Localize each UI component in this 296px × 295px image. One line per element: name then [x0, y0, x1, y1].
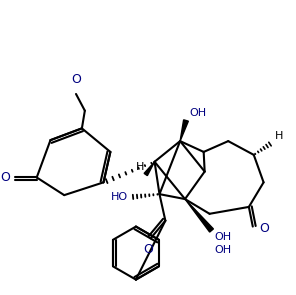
Text: O: O — [0, 171, 10, 184]
Polygon shape — [185, 199, 213, 232]
Polygon shape — [144, 162, 155, 176]
Text: O: O — [260, 222, 270, 235]
Text: H: H — [274, 131, 283, 141]
Text: O: O — [144, 243, 154, 256]
Text: O: O — [71, 73, 81, 86]
Text: H: H — [135, 162, 144, 172]
Polygon shape — [180, 120, 188, 141]
Text: OH: OH — [189, 108, 206, 117]
Text: OH: OH — [215, 245, 231, 255]
Text: OH: OH — [215, 232, 231, 242]
Text: HO: HO — [111, 192, 128, 202]
